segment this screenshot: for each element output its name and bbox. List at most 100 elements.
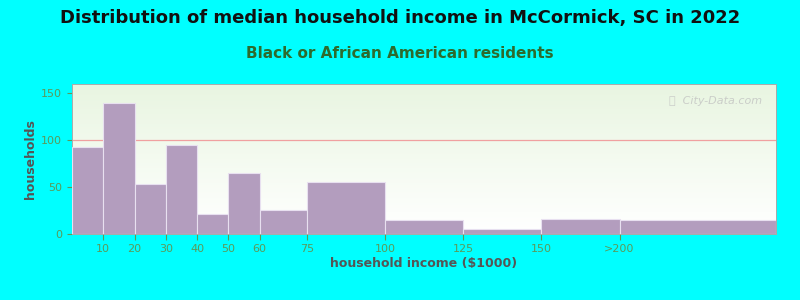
Bar: [72, 132, 776, 133]
Bar: [72, 222, 776, 223]
Bar: [72, 97, 776, 98]
Bar: [72, 155, 776, 156]
Bar: [72, 137, 776, 138]
Bar: [72, 133, 776, 134]
Bar: [72, 206, 776, 207]
Bar: [72, 146, 776, 147]
Bar: [72, 200, 776, 201]
Bar: [72, 84, 776, 85]
Bar: [166, 145, 197, 234]
Bar: [72, 188, 776, 189]
X-axis label: household income ($1000): household income ($1000): [330, 257, 518, 270]
Bar: [72, 203, 776, 204]
Bar: [72, 210, 776, 211]
Bar: [72, 151, 776, 152]
Bar: [72, 173, 776, 174]
Bar: [72, 233, 776, 234]
Bar: [72, 214, 776, 215]
Bar: [72, 89, 776, 90]
Bar: [72, 162, 776, 163]
Bar: [72, 192, 776, 193]
Bar: [72, 216, 776, 217]
Bar: [72, 112, 776, 113]
Bar: [72, 225, 776, 226]
Bar: [134, 184, 166, 234]
Bar: [72, 224, 776, 225]
Bar: [72, 204, 776, 205]
Bar: [72, 115, 776, 116]
Bar: [72, 183, 776, 184]
Bar: [72, 202, 776, 203]
Bar: [72, 190, 776, 191]
Bar: [72, 134, 776, 135]
Bar: [72, 142, 776, 143]
Bar: [72, 103, 776, 104]
Bar: [72, 174, 776, 175]
Bar: [72, 159, 776, 160]
Bar: [72, 218, 776, 219]
Bar: [72, 178, 776, 179]
Bar: [72, 105, 776, 106]
Text: ⓘ  City-Data.com: ⓘ City-Data.com: [669, 96, 762, 106]
Y-axis label: households: households: [24, 119, 37, 199]
Bar: [72, 186, 776, 187]
Bar: [72, 153, 776, 154]
Bar: [72, 117, 776, 118]
Bar: [72, 119, 776, 120]
Bar: [72, 195, 776, 196]
Bar: [72, 140, 776, 141]
Bar: [72, 185, 776, 186]
Bar: [72, 145, 776, 146]
Bar: [72, 168, 776, 169]
Bar: [72, 124, 776, 125]
Bar: [72, 189, 776, 190]
Bar: [72, 223, 776, 224]
Bar: [72, 207, 776, 208]
Bar: [197, 214, 229, 234]
Text: Distribution of median household income in McCormick, SC in 2022: Distribution of median household income …: [60, 9, 740, 27]
Text: Black or African American residents: Black or African American residents: [246, 46, 554, 62]
Bar: [72, 169, 776, 170]
Bar: [72, 156, 776, 157]
Bar: [72, 221, 776, 222]
Bar: [72, 108, 776, 109]
Bar: [72, 217, 776, 218]
Bar: [72, 136, 776, 137]
Bar: [619, 220, 776, 234]
Bar: [72, 201, 776, 202]
Bar: [72, 128, 776, 129]
Bar: [542, 219, 619, 234]
Bar: [72, 172, 776, 173]
Bar: [72, 231, 776, 232]
Bar: [72, 165, 776, 166]
Bar: [72, 135, 776, 136]
Bar: [72, 154, 776, 155]
Bar: [72, 99, 776, 100]
Bar: [72, 220, 776, 221]
Bar: [72, 144, 776, 145]
Bar: [72, 226, 776, 227]
Bar: [72, 232, 776, 233]
Bar: [72, 86, 776, 87]
Bar: [72, 158, 776, 159]
Bar: [72, 161, 776, 162]
Bar: [72, 107, 776, 108]
Bar: [72, 184, 776, 185]
Bar: [72, 229, 776, 230]
Bar: [72, 120, 776, 121]
Bar: [72, 93, 776, 94]
Bar: [72, 180, 776, 181]
Bar: [72, 181, 776, 182]
Bar: [72, 129, 776, 130]
Bar: [72, 139, 776, 140]
Bar: [72, 122, 776, 123]
Bar: [72, 157, 776, 158]
Bar: [72, 138, 776, 139]
Bar: [72, 230, 776, 231]
Bar: [72, 164, 776, 165]
Bar: [72, 85, 776, 86]
Bar: [72, 198, 776, 199]
Bar: [72, 125, 776, 126]
Bar: [72, 182, 776, 183]
Bar: [72, 98, 776, 99]
